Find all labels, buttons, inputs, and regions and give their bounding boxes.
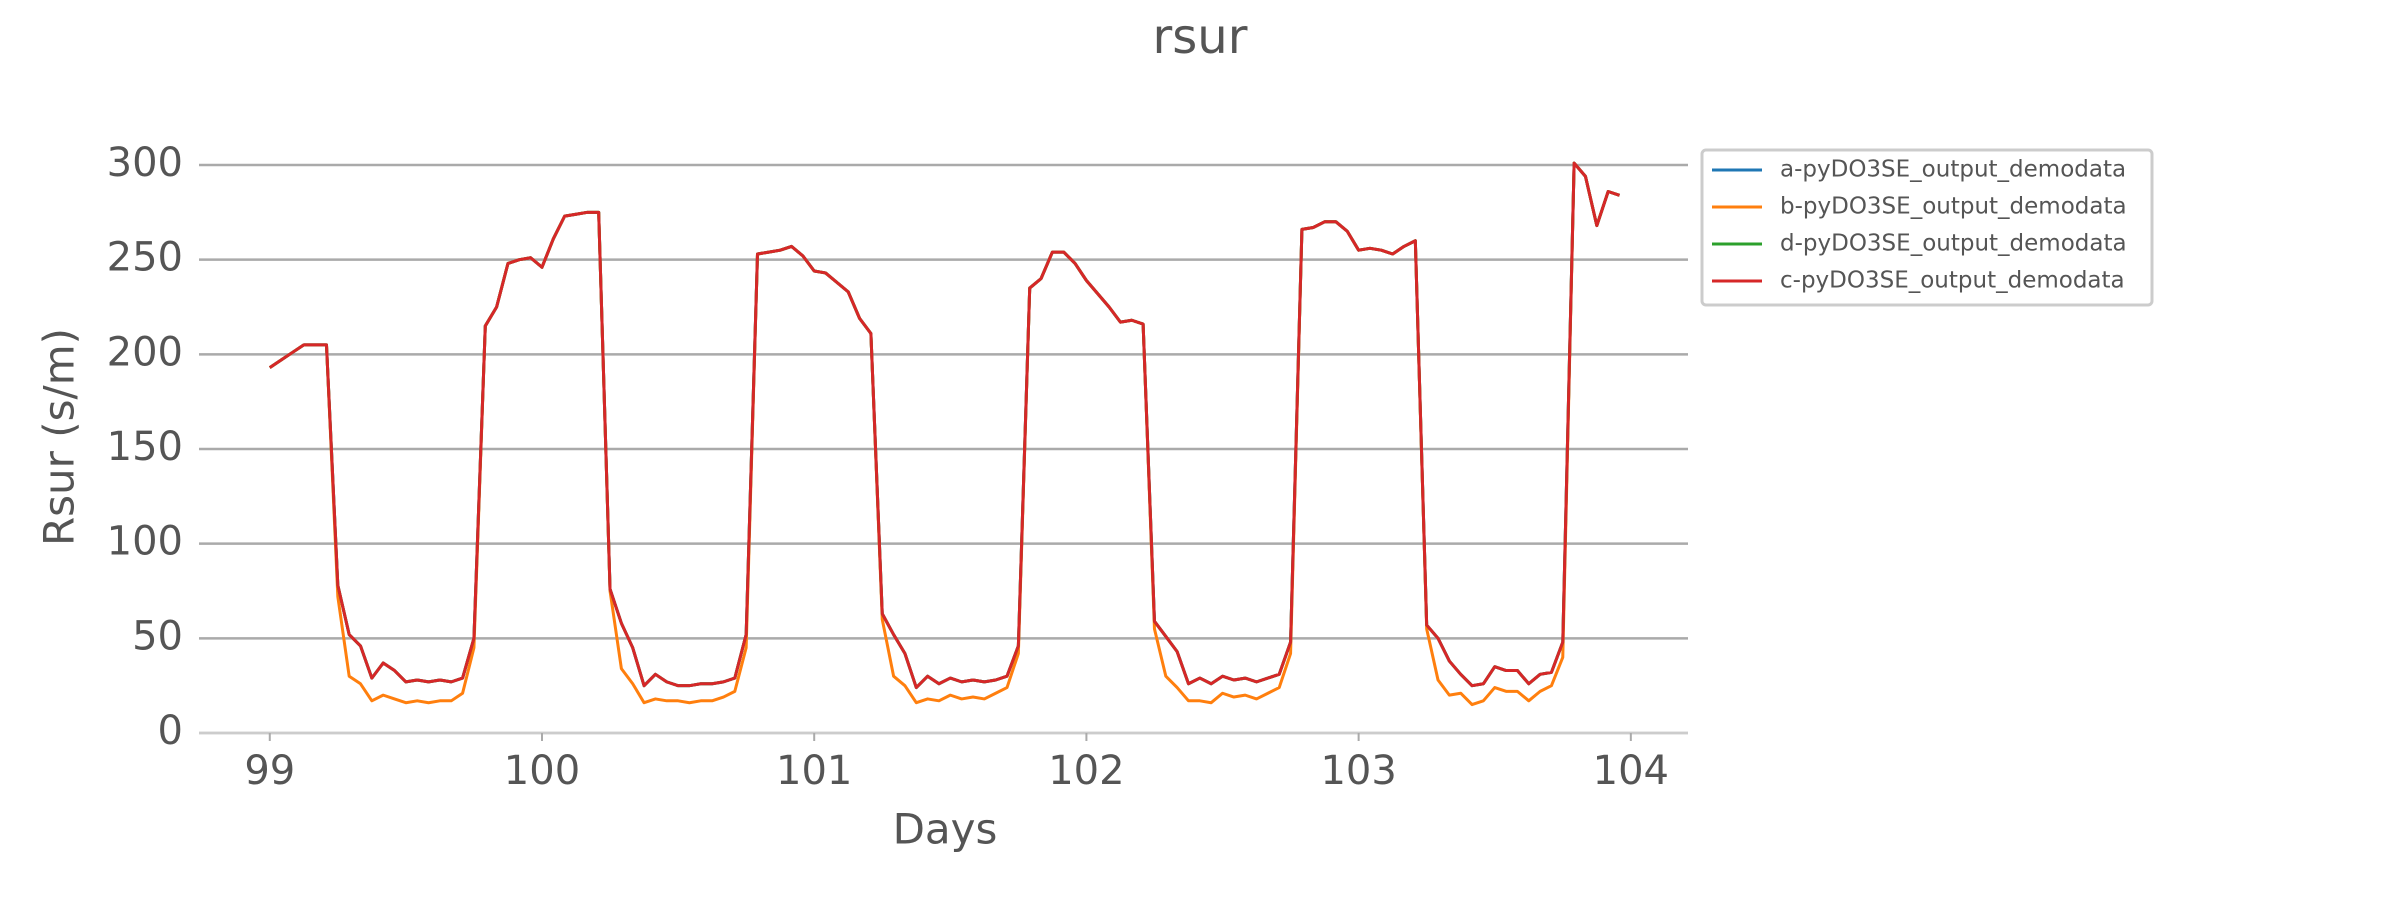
series-line	[268, 161, 1620, 707]
y-tick-label: 0	[158, 708, 183, 754]
x-tick-label: 101	[776, 748, 852, 794]
y-tick-label: 150	[107, 424, 183, 470]
series-line	[268, 161, 1620, 690]
x-tick-label: 104	[1593, 748, 1669, 794]
series-line	[268, 161, 1620, 690]
y-tick-label: 300	[107, 140, 183, 186]
x-tick-label: 102	[1048, 748, 1124, 794]
legend-label: a-pyDO3SE_output_demodata	[1780, 157, 2126, 183]
legend-label: d-pyDO3SE_output_demodata	[1780, 231, 2127, 257]
y-tick-label: 100	[107, 519, 183, 565]
legend-box	[1700, 148, 2154, 307]
series-line	[268, 161, 1620, 690]
y-axis-label: Rsur (s/m)	[35, 328, 84, 546]
legend-label: b-pyDO3SE_output_demodata	[1780, 194, 2127, 220]
x-tick-label: 99	[244, 748, 295, 794]
y-tick-label: 250	[107, 235, 183, 281]
chart-title: rsur	[1153, 9, 1248, 65]
x-tick-label: 103	[1320, 748, 1396, 794]
x-axis-label: Days	[893, 805, 998, 854]
legend-label: c-pyDO3SE_output_demodata	[1780, 268, 2125, 294]
x-tick-label: 100	[504, 748, 580, 794]
y-tick-label: 200	[107, 329, 183, 375]
y-tick-label: 50	[132, 613, 183, 659]
